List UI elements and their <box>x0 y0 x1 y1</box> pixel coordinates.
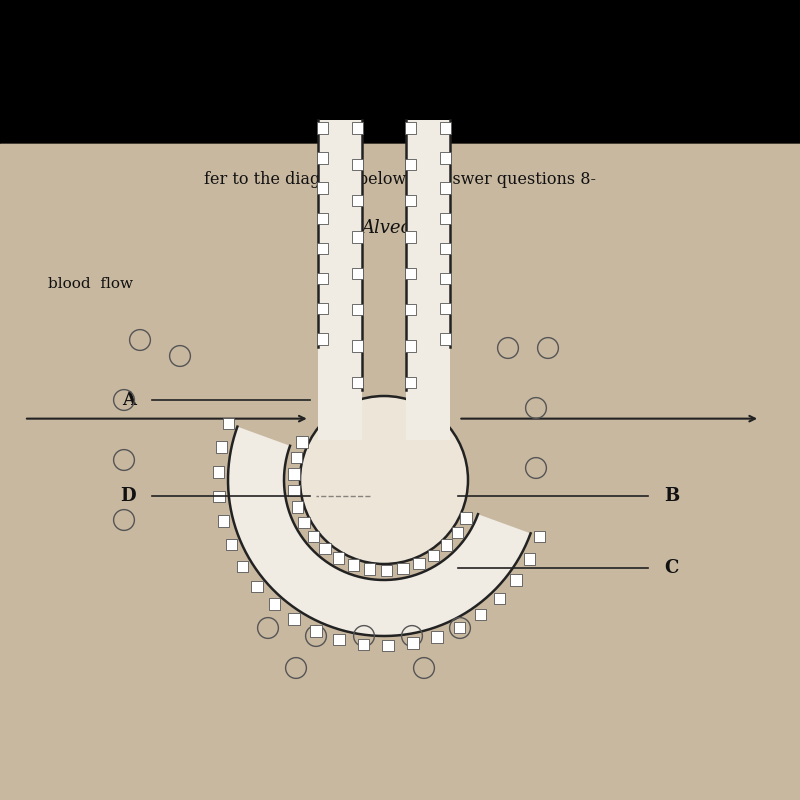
FancyBboxPatch shape <box>440 122 451 134</box>
FancyBboxPatch shape <box>413 558 425 569</box>
FancyBboxPatch shape <box>428 550 439 562</box>
FancyBboxPatch shape <box>358 638 369 650</box>
FancyBboxPatch shape <box>352 122 363 134</box>
FancyBboxPatch shape <box>292 502 303 513</box>
FancyBboxPatch shape <box>440 152 451 164</box>
FancyBboxPatch shape <box>317 242 328 254</box>
FancyBboxPatch shape <box>216 442 227 453</box>
FancyBboxPatch shape <box>289 485 300 497</box>
FancyBboxPatch shape <box>352 340 363 352</box>
FancyBboxPatch shape <box>454 622 466 633</box>
FancyBboxPatch shape <box>440 273 451 284</box>
FancyBboxPatch shape <box>288 468 299 480</box>
FancyBboxPatch shape <box>307 530 319 542</box>
FancyBboxPatch shape <box>317 213 328 224</box>
FancyBboxPatch shape <box>352 304 363 315</box>
FancyBboxPatch shape <box>405 304 416 315</box>
FancyBboxPatch shape <box>352 377 363 388</box>
FancyBboxPatch shape <box>524 554 535 565</box>
Bar <box>406 120 450 440</box>
FancyBboxPatch shape <box>452 527 463 538</box>
FancyBboxPatch shape <box>298 517 310 528</box>
FancyBboxPatch shape <box>440 333 451 345</box>
Bar <box>0 0 800 144</box>
FancyBboxPatch shape <box>364 563 375 575</box>
FancyBboxPatch shape <box>334 634 345 645</box>
FancyBboxPatch shape <box>352 267 363 279</box>
FancyBboxPatch shape <box>317 273 328 284</box>
FancyBboxPatch shape <box>405 158 416 170</box>
FancyBboxPatch shape <box>352 231 363 242</box>
FancyBboxPatch shape <box>269 598 280 610</box>
Text: A: A <box>122 391 136 409</box>
FancyBboxPatch shape <box>288 614 300 625</box>
FancyBboxPatch shape <box>237 561 249 572</box>
Text: Alveolus: Alveolus <box>362 219 438 237</box>
Text: blood  flow: blood flow <box>48 277 133 291</box>
Bar <box>0 144 800 800</box>
FancyBboxPatch shape <box>290 452 302 463</box>
FancyBboxPatch shape <box>333 552 344 564</box>
FancyBboxPatch shape <box>441 539 452 551</box>
FancyBboxPatch shape <box>460 513 472 524</box>
Text: D: D <box>120 487 136 505</box>
Bar <box>0 144 800 216</box>
FancyBboxPatch shape <box>475 609 486 620</box>
FancyBboxPatch shape <box>534 531 546 542</box>
FancyBboxPatch shape <box>405 231 416 242</box>
FancyBboxPatch shape <box>218 515 230 526</box>
FancyBboxPatch shape <box>405 122 416 134</box>
FancyBboxPatch shape <box>407 638 418 649</box>
FancyBboxPatch shape <box>381 565 392 576</box>
FancyBboxPatch shape <box>440 242 451 254</box>
Text: B: B <box>664 487 679 505</box>
FancyBboxPatch shape <box>352 195 363 206</box>
Polygon shape <box>228 426 530 636</box>
FancyBboxPatch shape <box>319 542 330 554</box>
FancyBboxPatch shape <box>317 152 328 164</box>
FancyBboxPatch shape <box>405 377 416 388</box>
FancyBboxPatch shape <box>296 436 308 447</box>
FancyBboxPatch shape <box>440 182 451 194</box>
Bar <box>318 120 362 440</box>
FancyBboxPatch shape <box>405 267 416 279</box>
FancyBboxPatch shape <box>352 158 363 170</box>
FancyBboxPatch shape <box>494 593 506 604</box>
FancyBboxPatch shape <box>440 303 451 314</box>
FancyBboxPatch shape <box>440 213 451 224</box>
FancyBboxPatch shape <box>317 303 328 314</box>
FancyBboxPatch shape <box>348 559 359 571</box>
FancyBboxPatch shape <box>222 418 234 429</box>
FancyBboxPatch shape <box>251 581 263 592</box>
Text: fer to the diagram below to answer questions 8-: fer to the diagram below to answer quest… <box>204 171 596 189</box>
Text: C: C <box>664 559 678 577</box>
Circle shape <box>300 396 468 564</box>
FancyBboxPatch shape <box>405 195 416 206</box>
FancyBboxPatch shape <box>405 340 416 352</box>
FancyBboxPatch shape <box>226 538 237 550</box>
FancyBboxPatch shape <box>397 562 409 574</box>
FancyBboxPatch shape <box>310 625 322 637</box>
FancyBboxPatch shape <box>382 640 394 651</box>
FancyBboxPatch shape <box>317 122 328 134</box>
FancyBboxPatch shape <box>317 182 328 194</box>
FancyBboxPatch shape <box>213 466 224 478</box>
FancyBboxPatch shape <box>214 490 225 502</box>
FancyBboxPatch shape <box>317 333 328 345</box>
FancyBboxPatch shape <box>510 574 522 586</box>
FancyBboxPatch shape <box>431 631 442 642</box>
